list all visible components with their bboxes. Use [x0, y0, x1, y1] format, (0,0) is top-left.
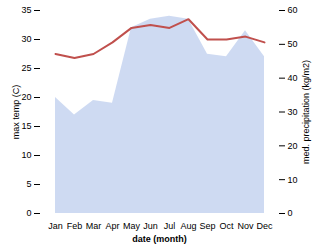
svg-text:20: 20 [21, 92, 31, 102]
svg-text:20: 20 [288, 141, 298, 151]
svg-text:60: 60 [288, 5, 298, 15]
svg-text:Oct: Oct [219, 221, 234, 231]
svg-text:10: 10 [288, 175, 298, 185]
svg-text:max temp (C): max temp (C) [11, 85, 21, 140]
svg-text:May: May [123, 221, 141, 231]
svg-text:15: 15 [21, 121, 31, 131]
svg-text:date (month): date (month) [132, 234, 187, 244]
svg-text:35: 35 [21, 5, 31, 15]
svg-text:25: 25 [21, 63, 31, 73]
svg-text:Feb: Feb [67, 221, 83, 231]
svg-text:med. precipitation (kg/m2): med. precipitation (kg/m2) [301, 60, 311, 164]
svg-text:Mar: Mar [86, 221, 102, 231]
svg-text:Jan: Jan [48, 221, 63, 231]
svg-text:Sep: Sep [199, 221, 215, 231]
svg-text:Jul: Jul [164, 221, 176, 231]
svg-text:30: 30 [21, 34, 31, 44]
svg-text:Aug: Aug [180, 221, 196, 231]
svg-text:0: 0 [26, 208, 31, 218]
svg-text:50: 50 [288, 39, 298, 49]
svg-text:Nov: Nov [237, 221, 254, 231]
svg-text:5: 5 [26, 179, 31, 189]
svg-text:0: 0 [288, 208, 293, 218]
svg-text:Jun: Jun [143, 221, 158, 231]
svg-text:Apr: Apr [105, 221, 119, 231]
svg-text:30: 30 [288, 107, 298, 117]
svg-text:10: 10 [21, 150, 31, 160]
svg-text:40: 40 [288, 73, 298, 83]
svg-text:Dec: Dec [256, 221, 273, 231]
